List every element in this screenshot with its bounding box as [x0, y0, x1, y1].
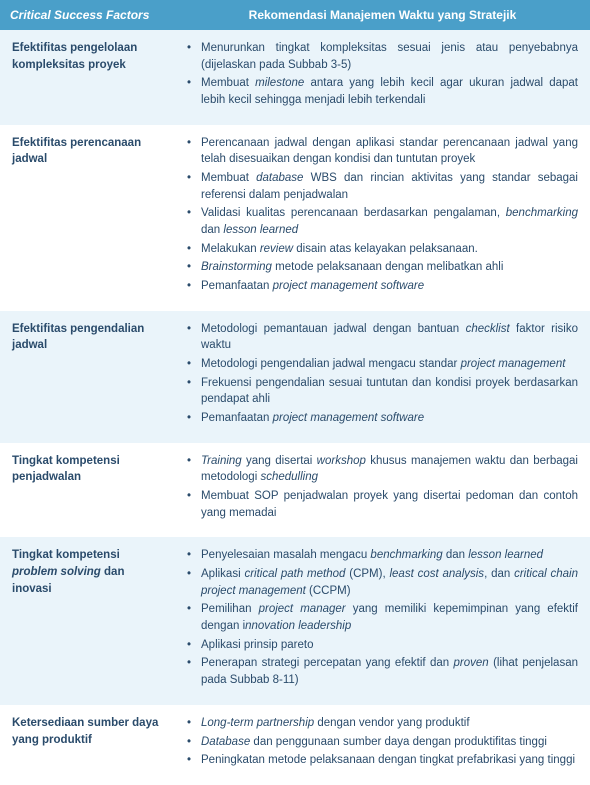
header-critical-success-factors: Critical Success Factors: [0, 0, 175, 30]
list-item: Training yang disertai workshop khusus m…: [187, 453, 578, 486]
recommendation-list: Penyelesaian masalah mengacu benchmarkin…: [187, 547, 578, 688]
list-item: Frekuensi pengendalian sesuai tuntutan d…: [187, 375, 578, 408]
list-item: Melakukan review disain atas kelayakan p…: [187, 241, 578, 258]
factor-cell: Efektifitas pengelolaan kompleksitas pro…: [0, 30, 175, 125]
list-item: Pemanfaatan project management software: [187, 410, 578, 427]
factor-cell: Tingkat kompetensi penjadwalan: [0, 443, 175, 538]
list-item: Validasi kualitas perencanaan berdasarka…: [187, 205, 578, 238]
table-row: Efektifitas perencanaan jadwal Perencanaa…: [0, 125, 590, 311]
header-recommendations: Rekomendasi Manajemen Waktu yang Stratej…: [175, 0, 590, 30]
table-body: Efektifitas pengelolaan kompleksitas pro…: [0, 30, 590, 785]
recommendations-table: Critical Success Factors Rekomendasi Man…: [0, 0, 590, 785]
list-item: Membuat milestone antara yang lebih keci…: [187, 75, 578, 108]
list-item: Membuat SOP penjadwalan proyek yang dise…: [187, 488, 578, 521]
list-item: Metodologi pengendalian jadwal mengacu s…: [187, 356, 578, 373]
list-item: Database dan penggunaan sumber daya deng…: [187, 734, 578, 751]
table-row: Ketersediaan sumber daya yang produktif L…: [0, 705, 590, 785]
table-row: Efektifitas pengendalian jadwal Metodolog…: [0, 311, 590, 443]
list-item: Penerapan strategi percepatan yang efekt…: [187, 655, 578, 688]
list-item: Aplikasi critical path method (CPM), lea…: [187, 566, 578, 599]
recommendation-cell: Long-term partnership dengan vendor yang…: [175, 705, 590, 785]
recommendation-list: Training yang disertai workshop khusus m…: [187, 453, 578, 522]
recommendation-list: Perencanaan jadwal dengan aplikasi stand…: [187, 135, 578, 295]
list-item: Brainstorming metode pelaksanaan dengan …: [187, 259, 578, 276]
table-row: Tingkat kompetensi penjadwalan Training y…: [0, 443, 590, 538]
recommendation-list: Long-term partnership dengan vendor yang…: [187, 715, 578, 769]
factor-cell: Efektifitas perencanaan jadwal: [0, 125, 175, 311]
recommendation-cell: Perencanaan jadwal dengan aplikasi stand…: [175, 125, 590, 311]
table-row: Tingkat kompetensi problem solving dan i…: [0, 537, 590, 704]
factor-cell: Tingkat kompetensi problem solving dan i…: [0, 537, 175, 704]
factor-cell: Ketersediaan sumber daya yang produktif: [0, 705, 175, 785]
factor-cell: Efektifitas pengendalian jadwal: [0, 311, 175, 443]
recommendation-cell: Training yang disertai workshop khusus m…: [175, 443, 590, 538]
table-header-row: Critical Success Factors Rekomendasi Man…: [0, 0, 590, 30]
recommendation-list: Menurunkan tingkat kompleksitas sesuai j…: [187, 40, 578, 109]
list-item: Menurunkan tingkat kompleksitas sesuai j…: [187, 40, 578, 73]
list-item: Membuat database WBS dan rincian aktivit…: [187, 170, 578, 203]
list-item: Long-term partnership dengan vendor yang…: [187, 715, 578, 732]
recommendation-cell: Metodologi pemantauan jadwal dengan bant…: [175, 311, 590, 443]
recommendation-cell: Menurunkan tingkat kompleksitas sesuai j…: [175, 30, 590, 125]
list-item: Aplikasi prinsip pareto: [187, 637, 578, 654]
list-item: Penyelesaian masalah mengacu benchmarkin…: [187, 547, 578, 564]
list-item: Peningkatan metode pelaksanaan dengan ti…: [187, 752, 578, 769]
list-item: Perencanaan jadwal dengan aplikasi stand…: [187, 135, 578, 168]
list-item: Pemilihan project manager yang memiliki …: [187, 601, 578, 634]
recommendation-list: Metodologi pemantauan jadwal dengan bant…: [187, 321, 578, 427]
list-item: Pemanfaatan project management software: [187, 278, 578, 295]
table-row: Efektifitas pengelolaan kompleksitas pro…: [0, 30, 590, 125]
recommendation-cell: Penyelesaian masalah mengacu benchmarkin…: [175, 537, 590, 704]
list-item: Metodologi pemantauan jadwal dengan bant…: [187, 321, 578, 354]
